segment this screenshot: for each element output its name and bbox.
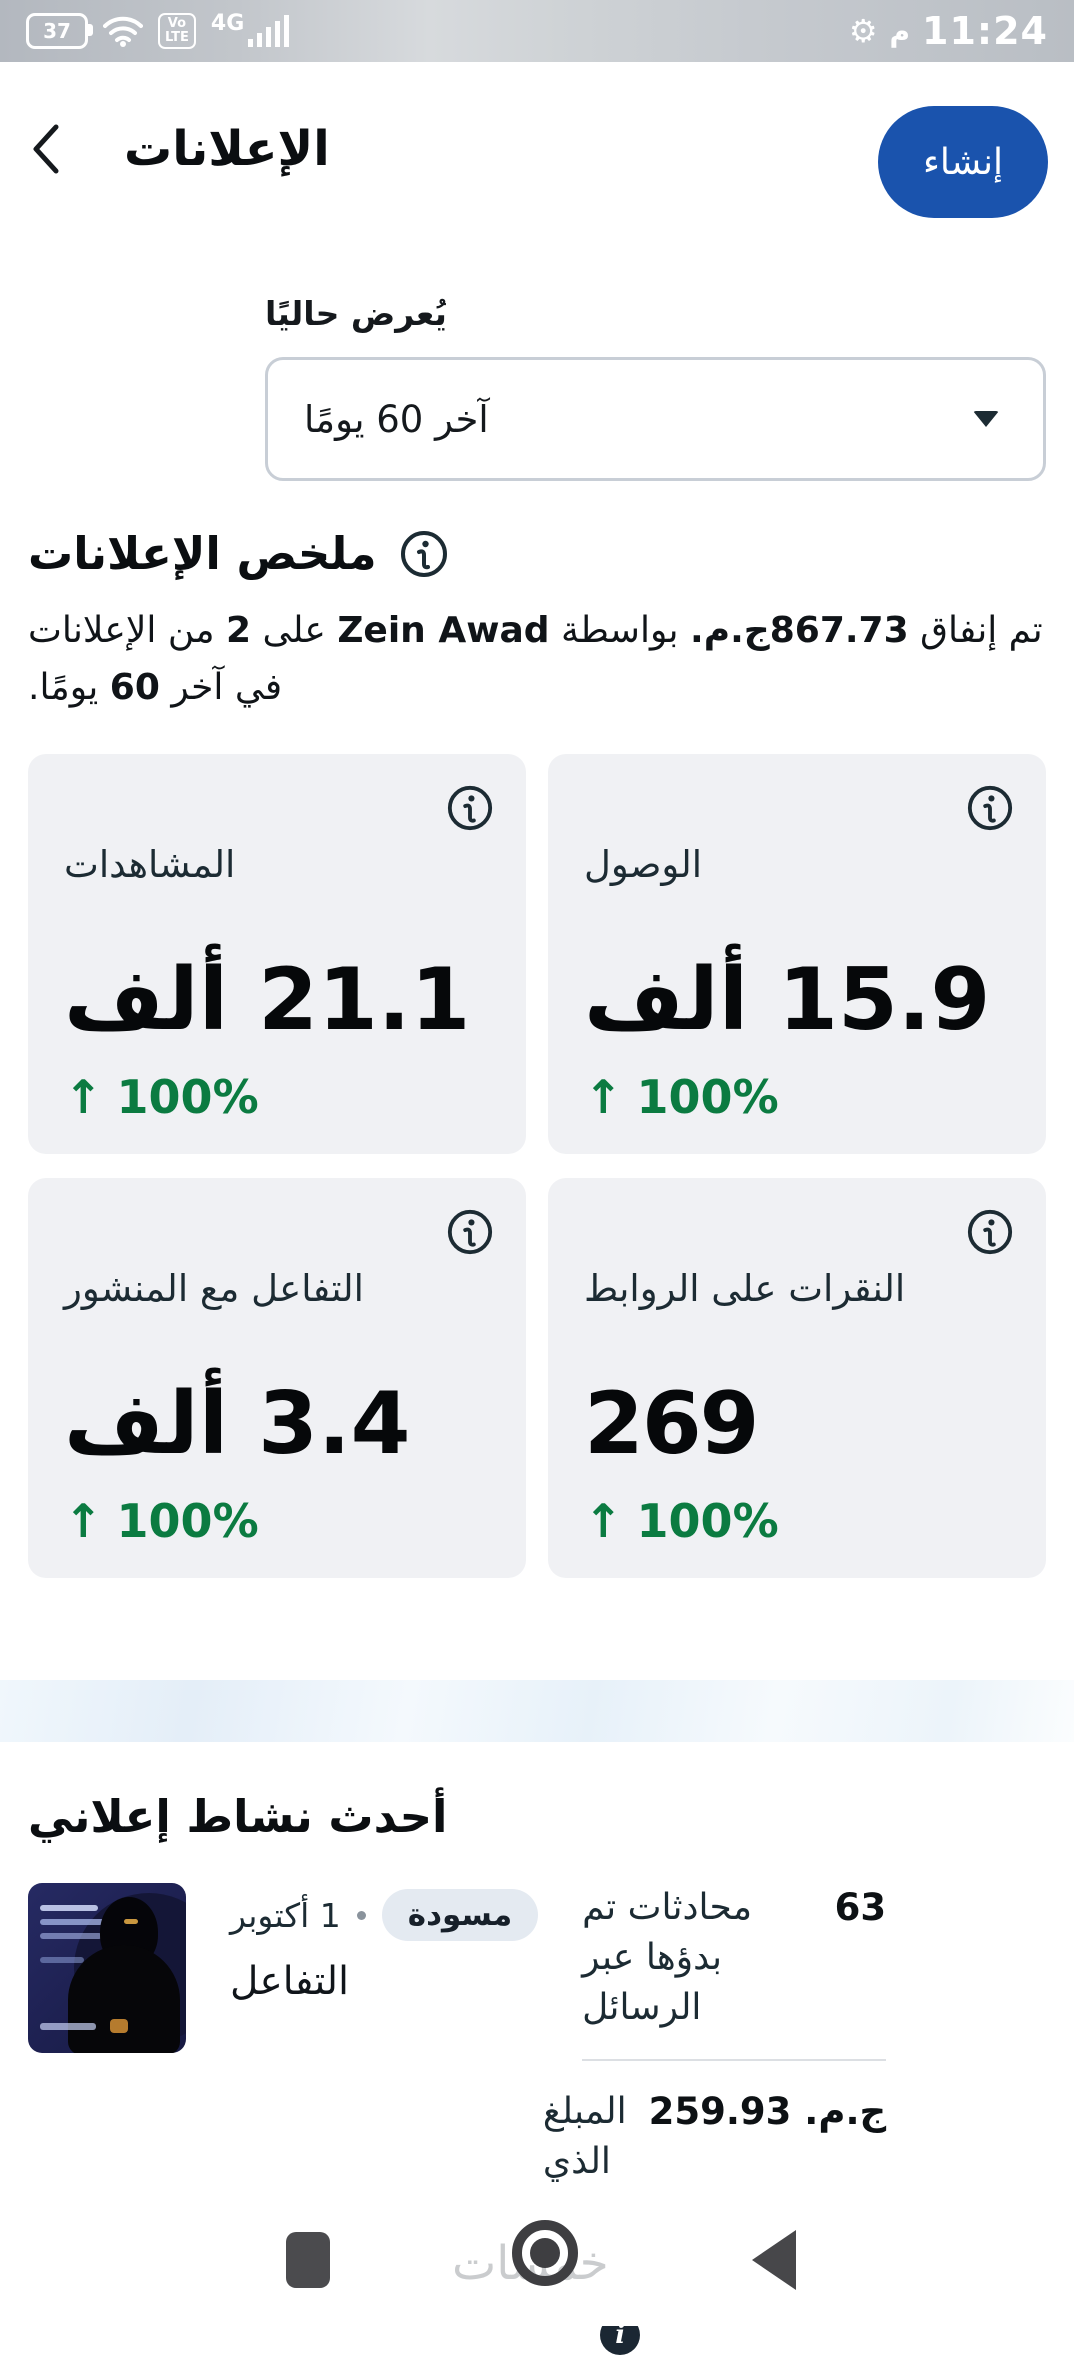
- volte-top-label: Vo: [167, 16, 187, 32]
- info-circle-icon[interactable]: [966, 784, 1014, 832]
- android-nav-bar: خمسات: [0, 2198, 1074, 2326]
- back-triangle-icon[interactable]: [752, 2230, 796, 2290]
- ad-date: 1 أكتوبر: [230, 1895, 341, 1935]
- network-type-label: 4G: [210, 11, 245, 36]
- metric-card-post-engagement: التفاعل مع المنشور 3.4 ألف ↑ 100%: [28, 1178, 526, 1578]
- create-button[interactable]: إنشاء: [878, 106, 1048, 218]
- home-circle-icon[interactable]: [512, 2220, 578, 2286]
- metric-change-value: 100%: [636, 1494, 779, 1548]
- recents-square-icon[interactable]: [286, 2232, 330, 2288]
- activity-heading: أحدث نشاط إعلاني: [28, 1790, 448, 1843]
- metric-change: ↑ 100%: [64, 1070, 259, 1124]
- ad-meta-line: 1 أكتوبر مسودة: [230, 1889, 539, 1941]
- page-header: الإعلانات إنشاء: [0, 62, 1074, 236]
- metric-value: 269: [584, 1374, 760, 1474]
- spend-amount: 867.73ج.م.: [690, 610, 909, 651]
- metrics-grid: المشاهدات 21.1 ألف ↑ 100% الوصول 15.9 أل…: [28, 754, 1046, 1578]
- status-right-cluster: ⚙ م 11:24: [849, 9, 1048, 53]
- up-arrow-icon: ↑: [64, 1494, 103, 1548]
- ads-summary-section: ملخص الإعلانات تم إنفاق 867.73ج.م. بواسط…: [0, 527, 1074, 1578]
- days-count: 60: [109, 667, 160, 708]
- metric-value: 21.1 ألف: [64, 950, 472, 1050]
- info-circle-icon[interactable]: [966, 1208, 1014, 1256]
- volte-icon: Vo LTE: [158, 13, 196, 49]
- stat-value: 63: [834, 1886, 887, 1929]
- ad-objective: التفاعل: [230, 1959, 349, 2004]
- summary-heading-row: ملخص الإعلانات: [28, 527, 1046, 580]
- ad-thumbnail[interactable]: [28, 1883, 186, 2053]
- battery-icon: 37: [26, 13, 93, 49]
- summary-paragraph: تم إنفاق 867.73ج.م. بواسطة Zein Awad على…: [28, 610, 1043, 708]
- meridiem-label: م: [889, 14, 911, 48]
- metric-label: المشاهدات: [64, 843, 236, 886]
- date-range-value: آخر 60 يومًا: [304, 397, 489, 441]
- stat-divider: [582, 2059, 887, 2061]
- info-circle-icon[interactable]: [399, 529, 449, 579]
- up-arrow-icon: ↑: [584, 1494, 623, 1548]
- info-circle-icon[interactable]: [446, 784, 494, 832]
- gear-icon: ⚙: [848, 12, 878, 50]
- wifi-icon: [103, 14, 143, 48]
- dropdown-caret-icon: [973, 411, 999, 427]
- metric-change-value: 100%: [636, 1070, 779, 1124]
- page-title: الإعلانات: [124, 121, 330, 177]
- up-arrow-icon: ↑: [64, 1070, 103, 1124]
- battery-percent: 37: [43, 19, 71, 43]
- metric-value: 15.9 ألف: [584, 950, 992, 1050]
- metric-card-link-clicks: النقرات على الروابط 269 ↑ 100%: [548, 1178, 1046, 1578]
- summary-text: تم إنفاق: [908, 610, 1043, 651]
- metric-change-value: 100%: [116, 1070, 259, 1124]
- status-left-cluster: 37 Vo LTE 4G: [26, 13, 294, 49]
- dot-separator: [356, 1910, 366, 1920]
- metric-change: ↑ 100%: [584, 1070, 779, 1124]
- ads-count: 2: [225, 610, 252, 651]
- back-chevron-icon[interactable]: [30, 119, 76, 179]
- metric-label: النقرات على الروابط: [584, 1267, 906, 1310]
- metric-change: ↑ 100%: [64, 1494, 259, 1548]
- advertiser-name: Zein Awad: [337, 610, 550, 651]
- metric-value: 3.4 ألف: [64, 1374, 412, 1474]
- status-badge: مسودة: [381, 1889, 539, 1941]
- clock: 11:24: [922, 9, 1048, 53]
- date-range-filter: يُعرض حاليًا آخر 60 يومًا: [265, 294, 1046, 481]
- metric-label: التفاعل مع المنشور: [64, 1267, 364, 1310]
- stat-value: ج.م. 259.93: [648, 2090, 887, 2133]
- summary-heading: ملخص الإعلانات: [28, 527, 377, 580]
- metric-card-reach: الوصول 15.9 ألف ↑ 100%: [548, 754, 1046, 1154]
- ad-meta: 1 أكتوبر مسودة التفاعل: [230, 1883, 539, 2004]
- section-divider-band: [0, 1680, 1074, 1742]
- up-arrow-icon: ↑: [584, 1070, 623, 1124]
- info-circle-icon[interactable]: [446, 1208, 494, 1256]
- volte-bottom-label: LTE: [165, 30, 189, 45]
- stat-row-conversations: 63 محادثات تم بدؤها عبر الرسائل: [582, 1883, 886, 2033]
- stat-label: محادثات تم بدؤها عبر الرسائل: [582, 1887, 752, 2028]
- ad-activity-item[interactable]: 1 أكتوبر مسودة التفاعل 63 محادثات تم بدؤ…: [28, 1883, 1046, 2355]
- metric-card-views: المشاهدات 21.1 ألف ↑ 100%: [28, 754, 526, 1154]
- metric-change-value: 100%: [116, 1494, 259, 1548]
- metric-label: الوصول: [584, 843, 703, 886]
- date-range-select[interactable]: آخر 60 يومًا: [265, 357, 1046, 481]
- metric-change: ↑ 100%: [584, 1494, 779, 1548]
- filter-label: يُعرض حاليًا: [265, 294, 447, 333]
- signal-bars-icon: 4G: [210, 11, 294, 47]
- recent-activity-section: أحدث نشاط إعلاني 1 أكتوبر مسودة التفاعل: [0, 1790, 1074, 2355]
- status-bar: 37 Vo LTE 4G ⚙ م 11:: [0, 0, 1074, 62]
